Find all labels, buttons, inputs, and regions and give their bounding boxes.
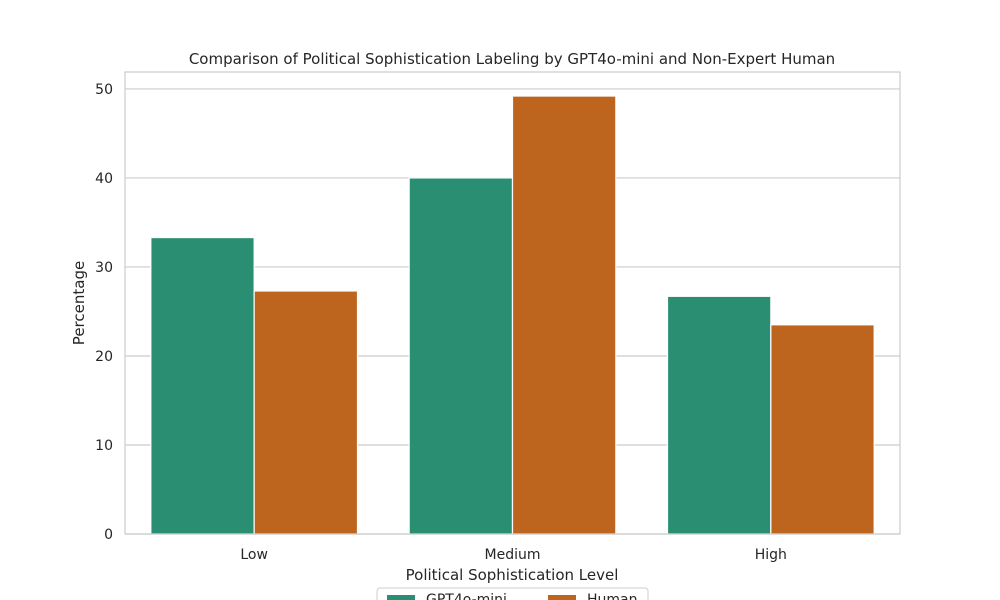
bar-human-medium [511, 95, 617, 535]
y-tick-label: 30 [95, 260, 113, 276]
legend-swatch-gpt4o-mini [387, 595, 415, 600]
legend-swatch-human [548, 595, 576, 600]
y-axis-title: Percentage [70, 261, 88, 345]
bar-human-high [770, 324, 875, 535]
x-tick-label-low: Low [240, 547, 268, 563]
y-tick-label: 20 [95, 349, 113, 365]
legend-label-human: Human [587, 592, 638, 600]
bar-human-low [253, 290, 359, 535]
bars [150, 95, 875, 535]
plot-frame [124, 71, 901, 535]
bar-gpt4o-mini-high [666, 295, 772, 535]
y-tick-label: 0 [104, 527, 113, 543]
legend: GPT4o-mini Human [376, 587, 649, 600]
chart-title: Comparison of Political Sophistication L… [189, 50, 835, 68]
x-tick-label-high: High [755, 547, 787, 563]
bar-gpt4o-mini-low [150, 236, 255, 535]
x-axis-title: Political Sophistication Level [406, 566, 619, 584]
y-tick-label: 10 [95, 438, 113, 454]
bar-gpt4o-mini-medium [408, 177, 514, 535]
x-tick-label-medium: Medium [485, 547, 541, 563]
y-tick-label: 50 [95, 82, 113, 98]
y-tick-labels: 0 10 20 30 40 50 [95, 82, 113, 543]
y-tick-label: 40 [95, 171, 113, 187]
legend-label-gpt4o-mini: GPT4o-mini [426, 592, 507, 600]
x-tick-labels: Low Medium High [240, 547, 787, 563]
legend-box [376, 587, 649, 600]
